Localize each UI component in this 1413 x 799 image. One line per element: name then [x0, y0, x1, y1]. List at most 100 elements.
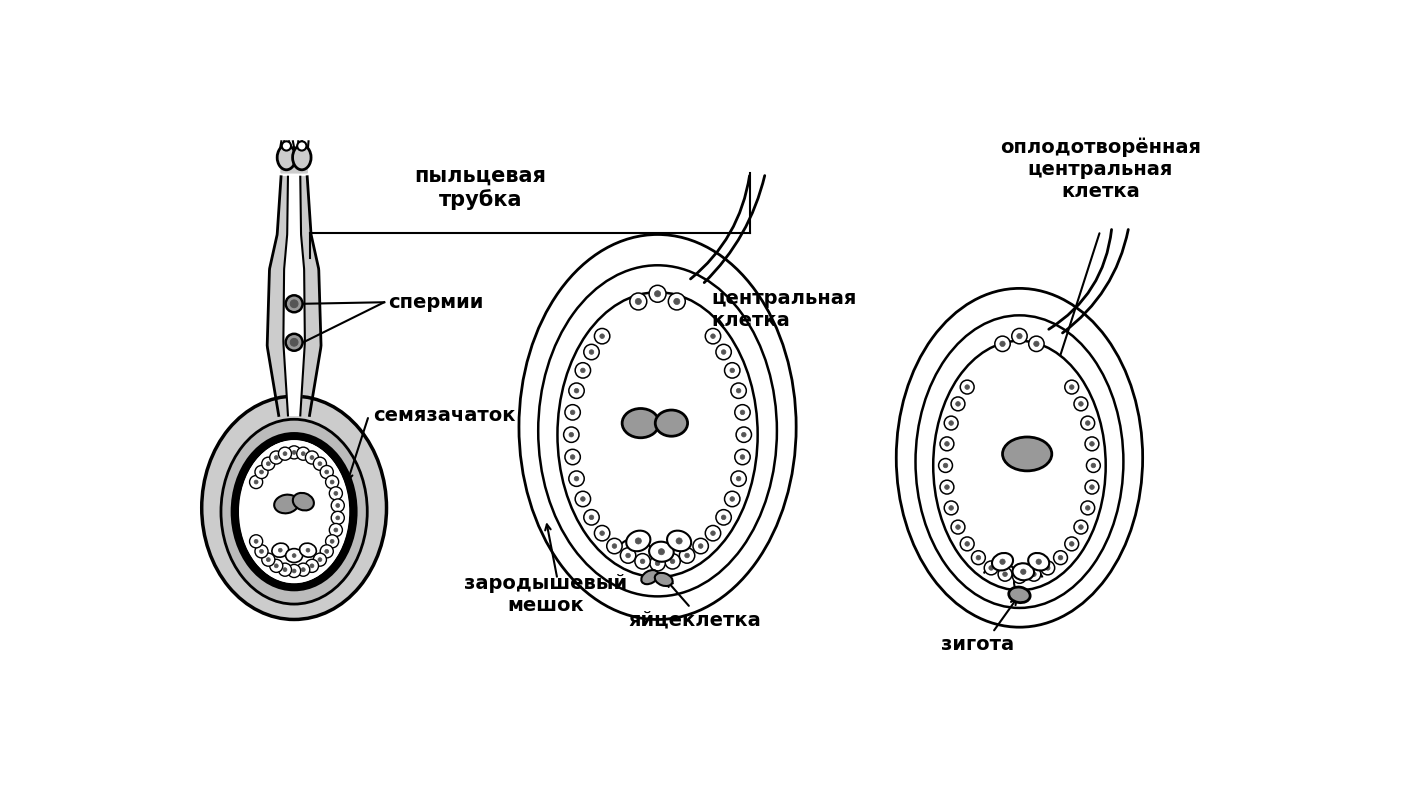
Circle shape — [270, 451, 283, 464]
Circle shape — [574, 476, 579, 481]
Circle shape — [288, 446, 301, 459]
Circle shape — [314, 457, 326, 471]
Circle shape — [1078, 525, 1084, 530]
Text: центральная
клетка: центральная клетка — [712, 289, 856, 331]
Circle shape — [318, 462, 322, 466]
Circle shape — [740, 455, 745, 459]
Circle shape — [945, 485, 950, 490]
Text: яйцеклетка: яйцеклетка — [629, 610, 760, 629]
Circle shape — [589, 350, 593, 354]
Circle shape — [267, 462, 270, 466]
Circle shape — [309, 455, 314, 459]
Circle shape — [569, 383, 584, 399]
Circle shape — [1089, 485, 1094, 490]
Circle shape — [612, 544, 616, 548]
Circle shape — [735, 449, 750, 465]
Circle shape — [742, 432, 746, 437]
Circle shape — [331, 511, 345, 524]
Circle shape — [333, 528, 338, 532]
Circle shape — [995, 336, 1010, 352]
Circle shape — [955, 525, 961, 530]
Circle shape — [278, 447, 291, 460]
Circle shape — [735, 404, 750, 420]
Circle shape — [731, 471, 746, 487]
Circle shape — [254, 545, 268, 558]
Circle shape — [1065, 537, 1078, 551]
Circle shape — [297, 141, 307, 150]
Circle shape — [1070, 542, 1074, 547]
Circle shape — [630, 293, 647, 310]
Circle shape — [711, 334, 715, 339]
Circle shape — [972, 551, 985, 565]
Circle shape — [307, 548, 309, 552]
Circle shape — [705, 526, 721, 541]
Circle shape — [1000, 341, 1005, 347]
Circle shape — [325, 470, 329, 474]
Circle shape — [685, 553, 690, 558]
Circle shape — [250, 535, 263, 548]
Circle shape — [574, 388, 579, 393]
Circle shape — [721, 350, 726, 354]
Circle shape — [1017, 574, 1022, 578]
Circle shape — [649, 285, 666, 302]
Circle shape — [1065, 380, 1078, 394]
Circle shape — [309, 564, 314, 568]
Circle shape — [951, 397, 965, 411]
Circle shape — [325, 550, 329, 554]
Circle shape — [1089, 442, 1094, 446]
Circle shape — [736, 388, 740, 393]
Circle shape — [961, 380, 974, 394]
Circle shape — [336, 503, 339, 507]
Circle shape — [985, 561, 998, 574]
Circle shape — [674, 298, 680, 304]
Circle shape — [666, 554, 680, 569]
Circle shape — [636, 298, 642, 304]
Ellipse shape — [292, 145, 311, 170]
Circle shape — [945, 442, 950, 446]
Circle shape — [1054, 551, 1067, 565]
Circle shape — [725, 491, 740, 507]
Circle shape — [668, 293, 685, 310]
Circle shape — [301, 451, 305, 455]
Ellipse shape — [274, 495, 298, 513]
Circle shape — [736, 476, 740, 481]
Ellipse shape — [292, 493, 314, 511]
Circle shape — [290, 339, 298, 346]
Circle shape — [944, 416, 958, 430]
Ellipse shape — [300, 543, 317, 557]
Circle shape — [731, 383, 746, 399]
Ellipse shape — [654, 573, 673, 586]
Circle shape — [301, 568, 305, 571]
Circle shape — [564, 427, 579, 443]
Circle shape — [1029, 336, 1044, 352]
Circle shape — [1046, 566, 1050, 570]
Circle shape — [950, 421, 954, 425]
Circle shape — [274, 455, 278, 459]
Circle shape — [640, 559, 644, 563]
Circle shape — [333, 491, 338, 495]
Text: зародышевый
мешок: зародышевый мешок — [465, 574, 627, 615]
Circle shape — [571, 410, 575, 415]
Circle shape — [270, 559, 283, 572]
Circle shape — [288, 564, 301, 578]
Text: семязачаток: семязачаток — [373, 406, 516, 425]
Circle shape — [731, 368, 735, 372]
Text: оплодотворённая
центральная
клетка: оплодотворённая центральная клетка — [1000, 137, 1201, 201]
Circle shape — [599, 531, 605, 535]
Circle shape — [285, 334, 302, 351]
Circle shape — [740, 410, 745, 415]
Circle shape — [698, 544, 704, 548]
Circle shape — [620, 548, 636, 563]
Circle shape — [1070, 385, 1074, 389]
Circle shape — [965, 542, 969, 547]
Circle shape — [283, 568, 287, 571]
Circle shape — [565, 449, 581, 465]
Ellipse shape — [538, 265, 777, 596]
Circle shape — [260, 550, 263, 554]
Circle shape — [569, 471, 584, 487]
Ellipse shape — [992, 553, 1013, 570]
Circle shape — [254, 466, 268, 479]
Circle shape — [331, 480, 333, 484]
Circle shape — [321, 545, 333, 558]
Circle shape — [278, 548, 283, 552]
